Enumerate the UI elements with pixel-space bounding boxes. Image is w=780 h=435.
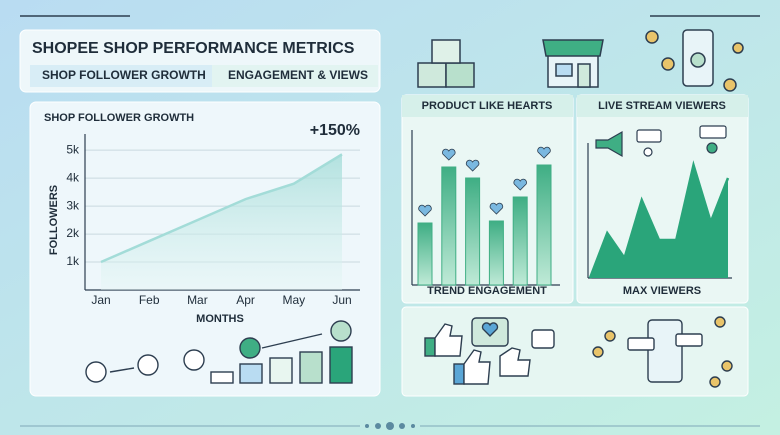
tab[interactable] bbox=[212, 65, 378, 87]
y-tick-label: 2k bbox=[66, 226, 80, 240]
tab[interactable] bbox=[30, 65, 212, 87]
panel-header bbox=[577, 95, 748, 117]
annotation: +150% bbox=[310, 122, 360, 139]
x-axis-label: MONTHS bbox=[196, 313, 244, 325]
growth-icons bbox=[85, 320, 353, 384]
heart-icon bbox=[489, 202, 504, 215]
pager-dots bbox=[365, 422, 415, 430]
page-title: SHOPEE SHOP PERFORMANCE METRICS bbox=[32, 40, 355, 57]
bar bbox=[417, 222, 433, 286]
chart-title: LIVE STREAM VIEWERS bbox=[598, 100, 726, 112]
y-axis-label: FOLLOWERS bbox=[48, 185, 60, 255]
x-axis-label: MAX VIEWERS bbox=[623, 285, 701, 297]
x-axis-label: TREND ENGAGEMENT bbox=[427, 285, 547, 297]
boxes-icon bbox=[417, 39, 475, 88]
line bbox=[588, 160, 730, 279]
heart-icon bbox=[513, 178, 527, 191]
y-tick-label: 3k bbox=[66, 198, 80, 212]
x-tick-label: May bbox=[282, 293, 305, 307]
y-tick-label: 4k bbox=[66, 170, 80, 184]
bar bbox=[488, 220, 504, 286]
phone-icon bbox=[645, 29, 744, 92]
bar bbox=[536, 164, 552, 286]
x-tick-label: Jun bbox=[332, 293, 351, 307]
bar bbox=[441, 166, 457, 286]
area bbox=[590, 165, 728, 278]
heart-icon bbox=[537, 146, 551, 159]
heart-icon bbox=[465, 159, 480, 172]
store-icon bbox=[542, 39, 604, 88]
bar bbox=[465, 177, 481, 286]
x-tick-label: Jan bbox=[91, 293, 110, 307]
line bbox=[100, 153, 343, 264]
live-icon bbox=[595, 125, 727, 158]
bar bbox=[512, 196, 528, 286]
y-tick-label: 1k bbox=[66, 254, 80, 268]
x-tick-label: Mar bbox=[187, 293, 208, 307]
tab-label[interactable]: ENGAGEMENT & VIEWS bbox=[228, 68, 368, 82]
panel-header bbox=[402, 95, 573, 117]
tab-label[interactable]: SHOP FOLLOWER GROWTH bbox=[42, 68, 206, 82]
heart-icon bbox=[418, 204, 432, 217]
x-tick-label: Feb bbox=[139, 293, 160, 307]
x-tick-label: Apr bbox=[236, 293, 255, 307]
engagement-icons bbox=[424, 316, 733, 388]
heart-icon bbox=[442, 148, 456, 161]
chart-title: SHOP FOLLOWER GROWTH bbox=[44, 112, 194, 124]
chart-title: PRODUCT LIKE HEARTS bbox=[422, 100, 553, 112]
y-tick-label: 5k bbox=[66, 142, 80, 156]
